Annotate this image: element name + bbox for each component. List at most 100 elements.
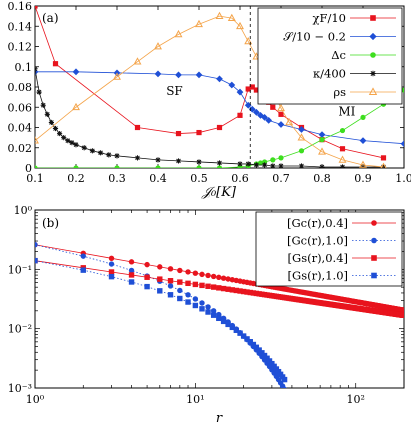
legend-marker: [371, 220, 377, 226]
y-tick-label: 0.16: [8, 0, 33, 13]
data-point: [210, 284, 217, 290]
data-point: [216, 315, 222, 322]
data-point: [247, 339, 253, 345]
data-point: [237, 112, 243, 118]
data-point: [205, 272, 211, 279]
data-point: [72, 68, 80, 76]
data-point: [185, 269, 191, 275]
data-point: [244, 289, 250, 295]
data-point: [177, 267, 183, 274]
panel-a-legend: χF/10 𝒮/10 − 0.2 Δc κ/400 ρs: [257, 7, 403, 105]
data-point: [228, 81, 236, 89]
data-point: [133, 57, 142, 65]
data-point: [298, 126, 305, 133]
data-point: [72, 102, 80, 111]
data-point: [220, 275, 227, 281]
data-point: [113, 72, 121, 80]
data-point: [167, 278, 174, 284]
data-point: [73, 142, 79, 148]
data-point: [210, 312, 217, 318]
legend-marker: [371, 255, 377, 261]
data-point: [338, 155, 347, 163]
data-point: [216, 274, 222, 281]
data-point: [128, 279, 135, 285]
data-point: [319, 164, 325, 168]
data-point: [80, 253, 86, 259]
data-point: [144, 283, 150, 290]
data-point: [210, 308, 217, 314]
data-point: [249, 84, 255, 90]
legend-label: [Gs(r),1.0]: [288, 269, 348, 283]
data-point: [69, 140, 75, 146]
legend-marker: [371, 237, 377, 244]
data-point: [205, 304, 211, 310]
y-tick-label: 0: [25, 162, 32, 175]
y-tick-label: 10⁻²: [8, 323, 32, 336]
data-point: [195, 19, 203, 28]
data-point: [114, 153, 120, 159]
series-line: [35, 71, 404, 145]
data-point: [298, 163, 305, 168]
data-point: [244, 37, 253, 45]
y-tick-label: 0.08: [8, 81, 33, 94]
data-point: [380, 155, 387, 161]
data-point: [278, 111, 284, 117]
data-point: [237, 161, 243, 167]
data-point: [196, 159, 202, 165]
data-point: [35, 257, 38, 264]
data-point: [144, 274, 150, 280]
data-point: [270, 163, 276, 168]
data-point: [157, 264, 163, 270]
data-point: [199, 300, 205, 306]
data-point: [215, 11, 224, 19]
data-point: [237, 288, 243, 294]
data-point: [35, 66, 38, 72]
data-point: [108, 255, 115, 261]
data-point: [257, 160, 264, 166]
data-point: [216, 160, 223, 166]
data-point: [225, 286, 231, 292]
data-point: [216, 124, 223, 131]
data-point: [40, 102, 46, 108]
data-point: [177, 295, 183, 302]
y-tick-label: 0.14: [8, 20, 33, 33]
data-point: [297, 133, 306, 141]
y-tick-label: 10⁰: [14, 204, 33, 217]
data-point: [128, 272, 135, 278]
data-point: [216, 165, 223, 168]
data-point: [278, 163, 284, 168]
data-point: [52, 61, 59, 67]
data-point: [98, 150, 104, 156]
data-point: [81, 145, 87, 151]
data-point: [80, 267, 86, 273]
data-point: [185, 299, 191, 305]
data-point: [250, 341, 257, 348]
data-point: [35, 242, 38, 248]
legend-marker: [370, 52, 376, 58]
series-gc-r-0-4: [35, 242, 404, 313]
data-point: [167, 292, 174, 298]
data-point: [128, 267, 135, 274]
data-point: [108, 261, 115, 267]
data-point: [244, 336, 250, 342]
legend-label: ρs: [333, 85, 346, 99]
data-point: [359, 137, 367, 145]
panel-b-frame: [34, 209, 405, 389]
legend-marker: [370, 15, 376, 21]
panel-a-xlabel: 𝒥₀[K]: [201, 185, 237, 200]
data-point: [261, 352, 268, 359]
data-point: [264, 355, 270, 361]
panel-b-xlabel: r: [216, 411, 223, 426]
data-point: [175, 130, 182, 137]
x-tick-label: 10²: [347, 393, 365, 406]
data-point: [216, 285, 222, 291]
data-point: [319, 137, 325, 143]
data-point: [167, 266, 174, 272]
data-point: [253, 290, 260, 297]
panel-a-ticks: 0.1 0.2 0.3 0.4 0.5 0.6 0.7 0.8 0.9 1.0 0 0.02 0.04 0…: [8, 0, 411, 185]
panel-a-label: (a): [42, 11, 59, 25]
y-tick-label: 0.1: [15, 61, 33, 74]
data-point: [339, 146, 346, 152]
data-point: [236, 21, 244, 30]
